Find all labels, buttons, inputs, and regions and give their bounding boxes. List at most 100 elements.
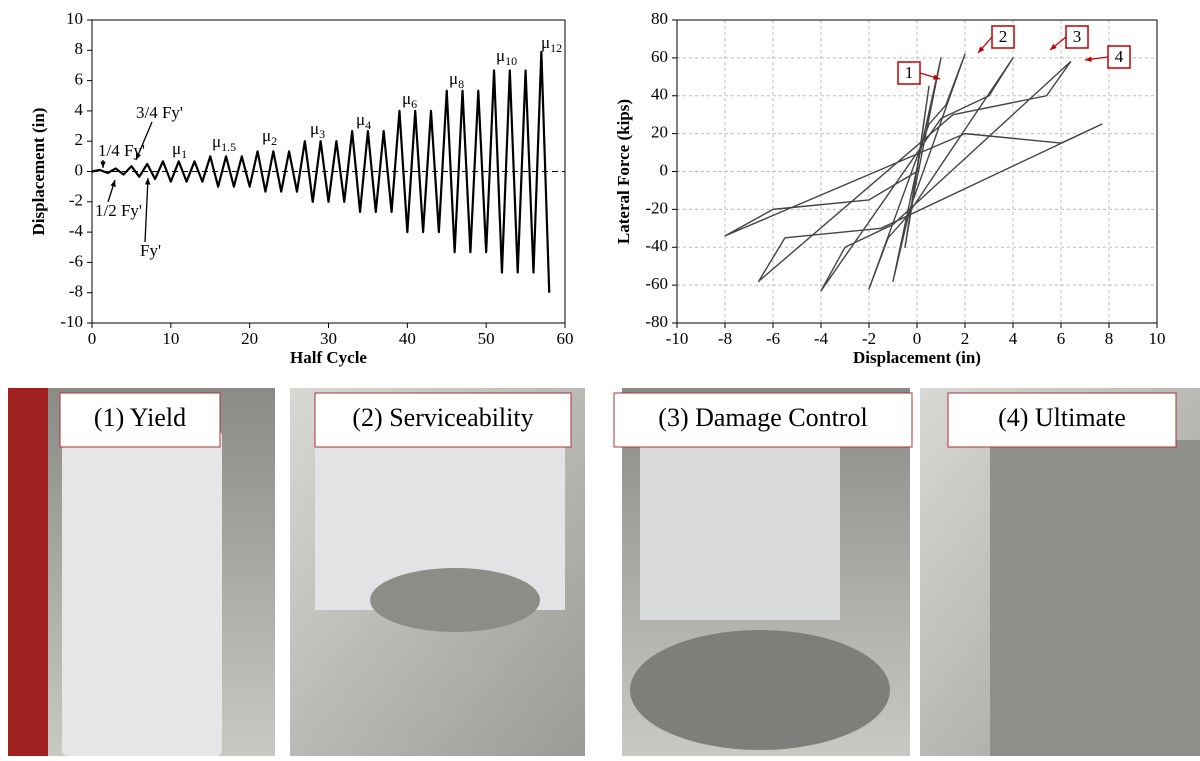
x-tick-label: -4	[814, 329, 829, 348]
photo-panel: (3) Damage Control	[613, 388, 913, 756]
photo-caption: (3) Damage Control	[658, 403, 867, 432]
annotation: 1/4 Fy'	[98, 141, 145, 160]
y-tick-label: -60	[645, 274, 668, 293]
photo-detail	[370, 568, 540, 632]
annotation-text: μ	[496, 46, 505, 65]
x-tick-label: 10	[1149, 329, 1166, 348]
x-tick-label: -6	[766, 329, 780, 348]
annotation: Fy'	[140, 241, 161, 260]
annotation: μ2	[262, 126, 277, 148]
y-tick-label: 0	[660, 160, 669, 179]
arrow-head	[110, 180, 116, 187]
annotation-subscript: 1.5	[221, 140, 236, 154]
annotation-subscript: 8	[458, 77, 464, 91]
x-tick-label: 2	[961, 329, 970, 348]
x-tick-label: 6	[1057, 329, 1066, 348]
annotation-subscript: 6	[411, 97, 417, 111]
annotation-text: 1/4 Fy'	[98, 141, 145, 160]
y-axis-label: Displacement (in)	[29, 108, 48, 236]
x-axis-label: Displacement (in)	[853, 348, 981, 367]
x-tick-label: 0	[88, 329, 97, 348]
arrow-head	[1085, 56, 1092, 62]
y-tick-label: 6	[75, 70, 84, 89]
y-tick-label: 40	[651, 85, 668, 104]
photo-detail	[8, 388, 48, 756]
callout-label: 4	[1115, 47, 1124, 66]
y-tick-label: 20	[651, 123, 668, 142]
photo-detail	[630, 630, 890, 750]
annotation: μ8	[449, 69, 464, 91]
x-tick-label: -10	[666, 329, 689, 348]
x-tick-label: 4	[1009, 329, 1018, 348]
annotation-text: μ	[449, 69, 458, 88]
annotation-subscript: 2	[271, 134, 277, 148]
x-tick-label: 8	[1105, 329, 1114, 348]
y-tick-label: 80	[651, 9, 668, 28]
annotation-text: μ	[172, 139, 181, 158]
annotation-text: Fy'	[140, 241, 161, 260]
callout-label: 3	[1073, 27, 1082, 46]
x-tick-label: 10	[162, 329, 179, 348]
callout-label: 2	[999, 27, 1008, 46]
photo-detail	[990, 440, 1200, 756]
y-tick-label: -8	[69, 282, 83, 301]
x-tick-label: 50	[478, 329, 495, 348]
y-tick-label: -80	[645, 312, 668, 331]
x-tick-label: 0	[913, 329, 922, 348]
photo-panel: (4) Ultimate	[920, 388, 1200, 756]
annotation-text: μ	[212, 132, 221, 151]
annotation: μ4	[356, 110, 371, 132]
y-tick-label: 60	[651, 47, 668, 66]
photo-caption: (1) Yield	[94, 403, 186, 432]
y-tick-label: 10	[66, 9, 83, 28]
photo-detail	[640, 440, 840, 620]
annotation: μ12	[541, 33, 562, 55]
annotation-text: μ	[402, 89, 411, 108]
annotation-text: 3/4 Fy'	[136, 103, 183, 122]
annotation: μ6	[402, 89, 417, 111]
annotation-text: μ	[356, 110, 365, 129]
annotation-text: μ	[541, 33, 550, 52]
annotation-subscript: 1	[181, 147, 187, 161]
annotation: 3/4 Fy'	[136, 103, 183, 122]
annotation-text: μ	[262, 126, 271, 145]
annotation: μ1.5	[212, 132, 236, 154]
y-axis-label: Lateral Force (kips)	[614, 99, 633, 244]
plot-frame	[676, 19, 1158, 324]
arrow-head	[100, 161, 106, 168]
y-tick-label: 4	[75, 100, 84, 119]
photo-caption: (2) Serviceability	[352, 403, 533, 432]
annotation: μ3	[310, 119, 325, 141]
y-tick-label: -4	[69, 221, 84, 240]
x-tick-label: 20	[241, 329, 258, 348]
annotation-subscript: 12	[550, 41, 562, 55]
photo-panel: (1) Yield	[8, 388, 275, 756]
annotation: 1/2 Fy'	[95, 201, 142, 220]
caption-box	[613, 392, 913, 448]
y-tick-label: -2	[69, 191, 83, 210]
annotation-subscript: 4	[365, 118, 371, 132]
callout-label: 1	[905, 63, 914, 82]
y-tick-label: -20	[645, 198, 668, 217]
x-tick-label: 40	[399, 329, 416, 348]
chart: -10 -8 -6 -4 -2 0 2 4 6 8 10 0 10 20 30 40 50 60 Half Cycl…	[29, 9, 574, 367]
annotation-arrow	[135, 121, 153, 161]
arrow-head	[933, 74, 940, 80]
photo-detail	[62, 430, 222, 756]
annotation-text: μ	[310, 119, 319, 138]
annotation-text: 1/2 Fy'	[95, 201, 142, 220]
y-tick-label: 8	[75, 39, 84, 58]
x-tick-label: 60	[557, 329, 574, 348]
annotation-subscript: 3	[319, 127, 325, 141]
x-tick-label: -8	[718, 329, 732, 348]
y-tick-label: -6	[69, 251, 83, 270]
x-tick-label: 30	[320, 329, 337, 348]
arrow-head	[144, 178, 151, 185]
caption-box	[314, 392, 572, 448]
annotation-subscript: 10	[505, 54, 517, 68]
annotation-arrow	[144, 177, 149, 243]
annotation: μ1	[172, 139, 187, 161]
